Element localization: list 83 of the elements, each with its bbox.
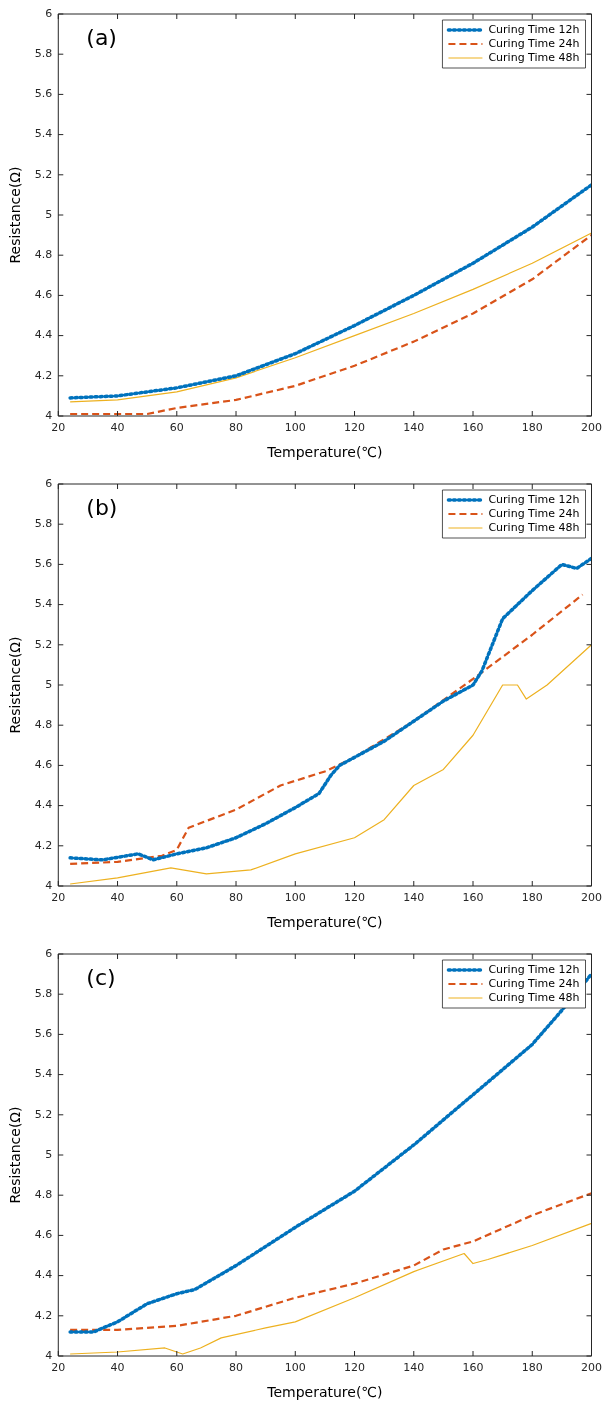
x-tick-label: 200 bbox=[581, 891, 602, 905]
y-tick-label: 5.6 bbox=[34, 557, 53, 571]
y-tick-label: 5.4 bbox=[34, 1067, 53, 1081]
x-tick-label: 80 bbox=[229, 1361, 244, 1375]
y-tick-label: 4.2 bbox=[34, 838, 53, 852]
y-tick-label: 6 bbox=[45, 946, 53, 960]
line-series bbox=[68, 183, 592, 400]
legend-label: Curing Time 24h bbox=[488, 36, 580, 50]
y-tick-label: 5.8 bbox=[34, 987, 53, 1001]
y-tick-label: 5 bbox=[45, 677, 53, 691]
x-tick-label: 20 bbox=[51, 421, 66, 435]
y-tick-label: 5.8 bbox=[34, 47, 53, 61]
y-axis-title: Resistance(Ω) bbox=[7, 166, 24, 264]
x-tick-label: 120 bbox=[344, 891, 366, 905]
legend-label: Curing Time 24h bbox=[488, 506, 580, 520]
y-tick-label: 4.4 bbox=[34, 1268, 53, 1282]
y-tick-label: 4.4 bbox=[34, 328, 53, 342]
x-tick-label: 60 bbox=[169, 421, 184, 435]
x-tick-label: 60 bbox=[169, 1361, 184, 1375]
legend-label: Curing Time 12h bbox=[488, 962, 580, 976]
x-tick-label: 80 bbox=[229, 891, 244, 905]
y-tick-label: 5.2 bbox=[34, 167, 53, 181]
y-tick-label: 4 bbox=[45, 878, 53, 892]
x-tick-label: 80 bbox=[229, 421, 244, 435]
x-axis-title: Temperature(℃) bbox=[266, 1384, 383, 1401]
legend-label: Curing Time 48h bbox=[488, 990, 580, 1004]
y-tick-label: 5.4 bbox=[34, 597, 53, 611]
y-tick-label: 4.6 bbox=[34, 288, 53, 302]
x-axis-title: Temperature(℃) bbox=[266, 914, 383, 931]
x-tick-label: 180 bbox=[521, 421, 543, 435]
x-tick-label: 160 bbox=[462, 421, 484, 435]
x-tick-label: 20 bbox=[51, 1361, 66, 1375]
y-tick-label: 4.6 bbox=[34, 1228, 53, 1242]
y-tick-label: 4.4 bbox=[34, 798, 53, 812]
x-tick-label: 60 bbox=[169, 891, 184, 905]
y-axis-title: Resistance(Ω) bbox=[7, 1106, 24, 1204]
text: (c) bbox=[86, 964, 116, 990]
x-tick-label: 160 bbox=[462, 891, 484, 905]
x-tick-label: 20 bbox=[51, 891, 66, 905]
y-tick-label: 5.4 bbox=[34, 127, 53, 141]
legend-label: Curing Time 24h bbox=[488, 976, 580, 990]
x-tick-label: 40 bbox=[110, 421, 125, 435]
y-tick-label: 4.6 bbox=[34, 758, 53, 772]
y-tick-label: 4.2 bbox=[34, 368, 53, 382]
x-tick-label: 200 bbox=[581, 1361, 602, 1375]
x-tick-label: 40 bbox=[110, 891, 125, 905]
x-tick-label: 100 bbox=[284, 421, 306, 435]
x-tick-label: 100 bbox=[284, 891, 306, 905]
y-tick-label: 4.8 bbox=[34, 1188, 53, 1202]
y-axis-title: Resistance(Ω) bbox=[7, 636, 24, 734]
legend-label: Curing Time 12h bbox=[488, 22, 580, 36]
x-tick-label: 120 bbox=[344, 1361, 366, 1375]
x-tick-label: 160 bbox=[462, 1361, 484, 1375]
x-tick-label: 40 bbox=[110, 1361, 125, 1375]
y-tick-label: 6 bbox=[45, 476, 53, 490]
y-tick-label: 5.8 bbox=[34, 517, 53, 531]
y-tick-label: 6 bbox=[45, 6, 53, 20]
x-tick-label: 180 bbox=[521, 891, 543, 905]
x-tick-label: 200 bbox=[581, 421, 602, 435]
y-tick-label: 5 bbox=[45, 207, 53, 221]
y-tick-label: 5.6 bbox=[34, 87, 53, 101]
x-tick-label: 140 bbox=[403, 891, 425, 905]
line-series bbox=[69, 1192, 592, 1331]
legend-label: Curing Time 48h bbox=[488, 520, 580, 534]
x-tick-label: 180 bbox=[521, 1361, 543, 1375]
y-tick-label: 5.2 bbox=[34, 637, 53, 651]
x-tick-label: 100 bbox=[284, 1361, 306, 1375]
y-tick-label: 5 bbox=[45, 1147, 53, 1161]
y-tick-label: 4.8 bbox=[34, 248, 53, 262]
x-tick-label: 140 bbox=[403, 421, 425, 435]
y-tick-label: 4.8 bbox=[34, 718, 53, 732]
legend-label: Curing Time 12h bbox=[488, 492, 580, 506]
x-tick-label: 140 bbox=[403, 1361, 425, 1375]
y-tick-label: 4.2 bbox=[34, 1308, 53, 1322]
y-tick-label: 5.2 bbox=[34, 1107, 53, 1121]
y-tick-label: 4 bbox=[45, 408, 53, 422]
text: (a) bbox=[86, 24, 117, 50]
y-tick-label: 4 bbox=[45, 1348, 53, 1362]
x-tick-label: 120 bbox=[344, 421, 366, 435]
text: (b) bbox=[86, 494, 118, 520]
y-tick-label: 5.6 bbox=[34, 1027, 53, 1041]
legend-label: Curing Time 48h bbox=[488, 50, 580, 64]
x-axis-title: Temperature(℃) bbox=[266, 444, 383, 461]
